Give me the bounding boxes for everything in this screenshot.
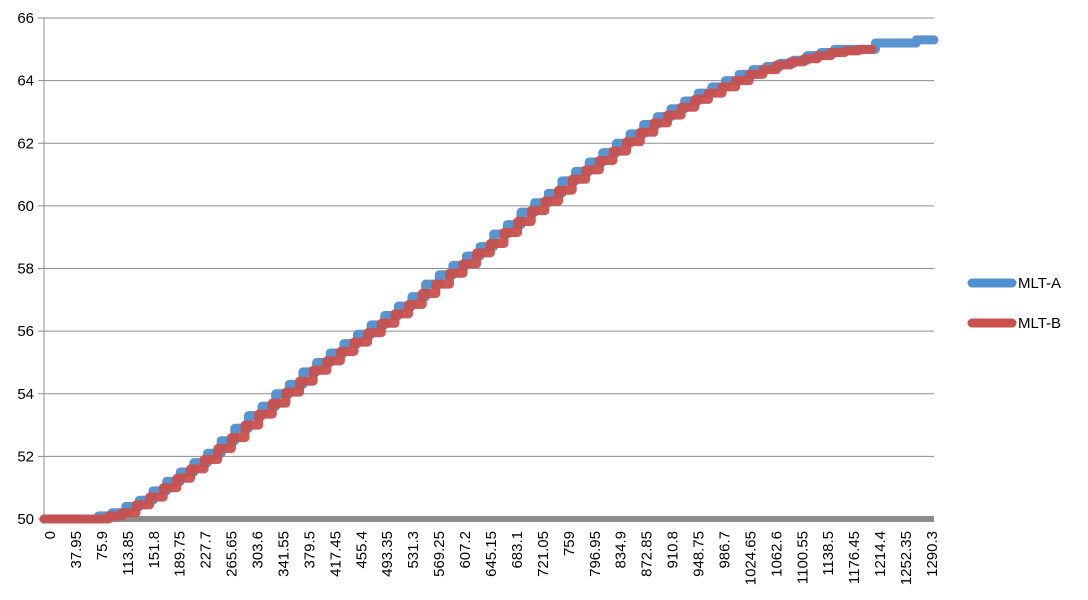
x-tick-label: 265.65 [224, 531, 241, 577]
x-tick-label: 910.8 [665, 531, 682, 569]
x-tick-label: 151.8 [146, 531, 163, 569]
x-tick-label: 1062.6 [768, 531, 785, 577]
series-line-mlt-a [39, 35, 939, 524]
y-tick-label: 62 [17, 135, 34, 152]
x-tick-label: 341.55 [275, 531, 292, 577]
legend-label-mlt-a: MLT-A [1018, 275, 1061, 292]
x-tick-label: 759 [561, 531, 578, 556]
x-tick-label: 683.1 [509, 531, 526, 569]
y-tick-label: 52 [17, 448, 34, 465]
x-tick-label: 645.15 [483, 531, 500, 577]
x-tick-label: 1214.4 [872, 531, 889, 577]
x-tick-label: 607.2 [457, 531, 474, 569]
x-tick-label: 986.7 [716, 531, 733, 569]
x-tick-label: 417.45 [327, 531, 344, 577]
x-tick-label: 796.95 [587, 531, 604, 577]
x-tick-label: 455.4 [353, 531, 370, 569]
x-tick-label: 189.75 [172, 531, 189, 577]
y-tick-label: 54 [17, 386, 34, 403]
x-tick-label: 1290.3 [924, 531, 941, 577]
x-tick-label: 569.25 [431, 531, 448, 577]
x-tick-label: 1252.35 [898, 531, 915, 585]
x-tick-label: 948.75 [691, 531, 708, 577]
x-tick-label: 113.85 [120, 531, 137, 576]
x-tick-label: 1024.65 [742, 531, 759, 585]
y-tick-label: 50 [17, 511, 34, 528]
x-tick-label: 379.5 [301, 531, 318, 569]
x-tick-label: 75.9 [94, 531, 111, 560]
x-tick-label: 227.7 [198, 531, 215, 569]
legend: MLT-A MLT-B [967, 275, 1061, 332]
gridlines [44, 17, 934, 457]
x-axis: 0 37.95 75.9 113.85 151.8 189.75 227.7 265.65 30… [42, 516, 941, 585]
x-tick-label: 1138.5 [820, 531, 837, 576]
x-tick-label: 872.85 [639, 531, 656, 577]
y-tick-label: 66 [17, 10, 34, 27]
x-tick-label: 531.3 [405, 531, 422, 569]
x-tick-label: 721.05 [535, 531, 552, 577]
x-tick-label: 834.9 [613, 531, 630, 569]
x-tick-label: 493.35 [379, 531, 396, 577]
series-lines [39, 35, 939, 524]
y-tick-label: 56 [17, 323, 34, 340]
y-tick-label: 60 [17, 198, 34, 215]
y-tick-label: 58 [17, 261, 34, 278]
x-tick-label: 1100.55 [794, 531, 811, 584]
x-tick-label: 0 [42, 531, 59, 539]
series-line-mlt-b [39, 44, 877, 524]
x-tick-label: 1176.45 [846, 531, 863, 584]
x-tick-label: 303.6 [250, 531, 267, 569]
y-tick-label: 64 [17, 73, 34, 90]
y-axis: 50 52 54 56 58 60 62 64 66 [17, 10, 45, 528]
legend-label-mlt-b: MLT-B [1018, 315, 1061, 332]
x-tick-label: 37.95 [68, 531, 85, 569]
